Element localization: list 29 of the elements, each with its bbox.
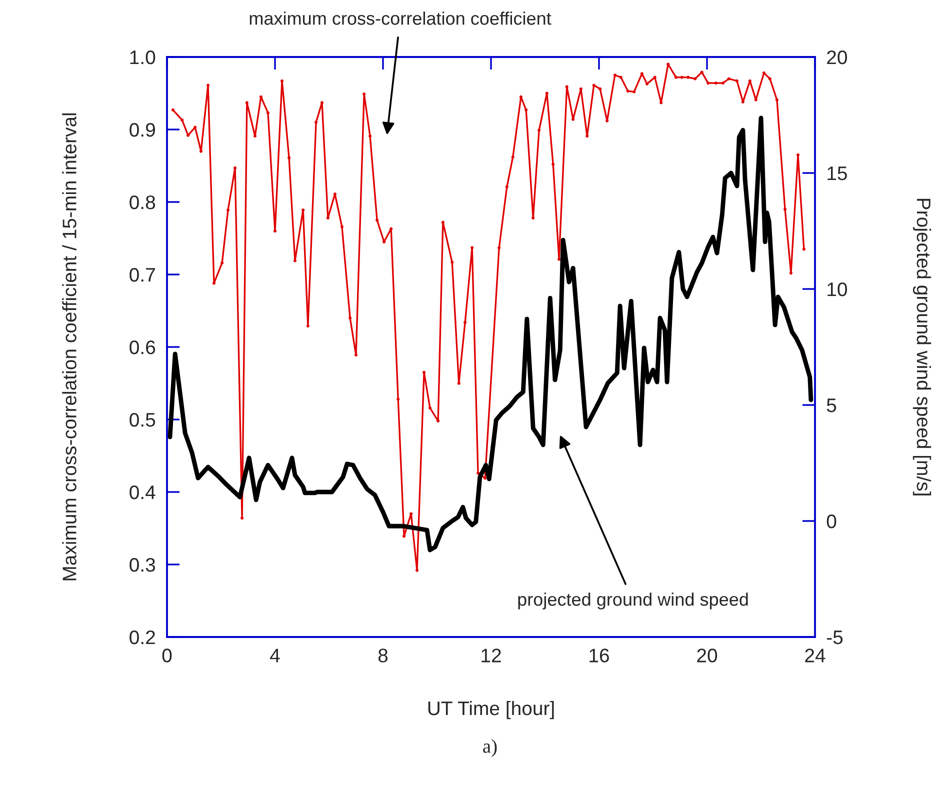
annotation: projected ground wind speed	[518, 592, 748, 610]
y2-tick-label: -5	[826, 630, 843, 644]
x-tick-label: 0	[162, 648, 172, 662]
x-tick-label: 12	[482, 648, 501, 662]
x-tick-label: 24	[805, 648, 826, 662]
y-tick-label: 0.6	[130, 340, 156, 354]
x-tick-label: 4	[270, 648, 280, 662]
x-tick-label: 8	[378, 648, 388, 662]
line-series	[168, 116, 814, 552]
y-tick-label: 0.7	[130, 268, 155, 282]
y-tick-label: 1.0	[130, 50, 156, 64]
x-tick-label: 20	[697, 648, 718, 662]
x-axis-title: UT Time [hour]	[428, 700, 554, 720]
x-tick-label: 16	[590, 648, 609, 662]
text: maximum cross-correlation coefficient	[250, 12, 552, 25]
y-tick-label: 0.5	[130, 412, 156, 427]
y2-tick-label: 0	[826, 514, 836, 528]
y-tick-label: 0.4	[130, 485, 156, 500]
y-tick-label: 0.2	[130, 630, 155, 644]
y-tick-label: 0.9	[130, 122, 155, 137]
y-axis-title: Maximum cross-correlation coefficient / 15-min interval	[62, 113, 76, 580]
y-tick-label: 0.3	[130, 558, 156, 572]
y2-tick-label: 10	[828, 282, 847, 296]
y2-tick-label: 20	[827, 50, 847, 64]
y2-tick-label: 5	[826, 398, 836, 412]
y-tick-label: 0.8	[130, 195, 156, 210]
y2-axis-title: Projected ground wind speed [m/s]	[912, 198, 932, 496]
y2-tick-label: 15	[828, 166, 847, 180]
text: a)	[483, 739, 497, 757]
